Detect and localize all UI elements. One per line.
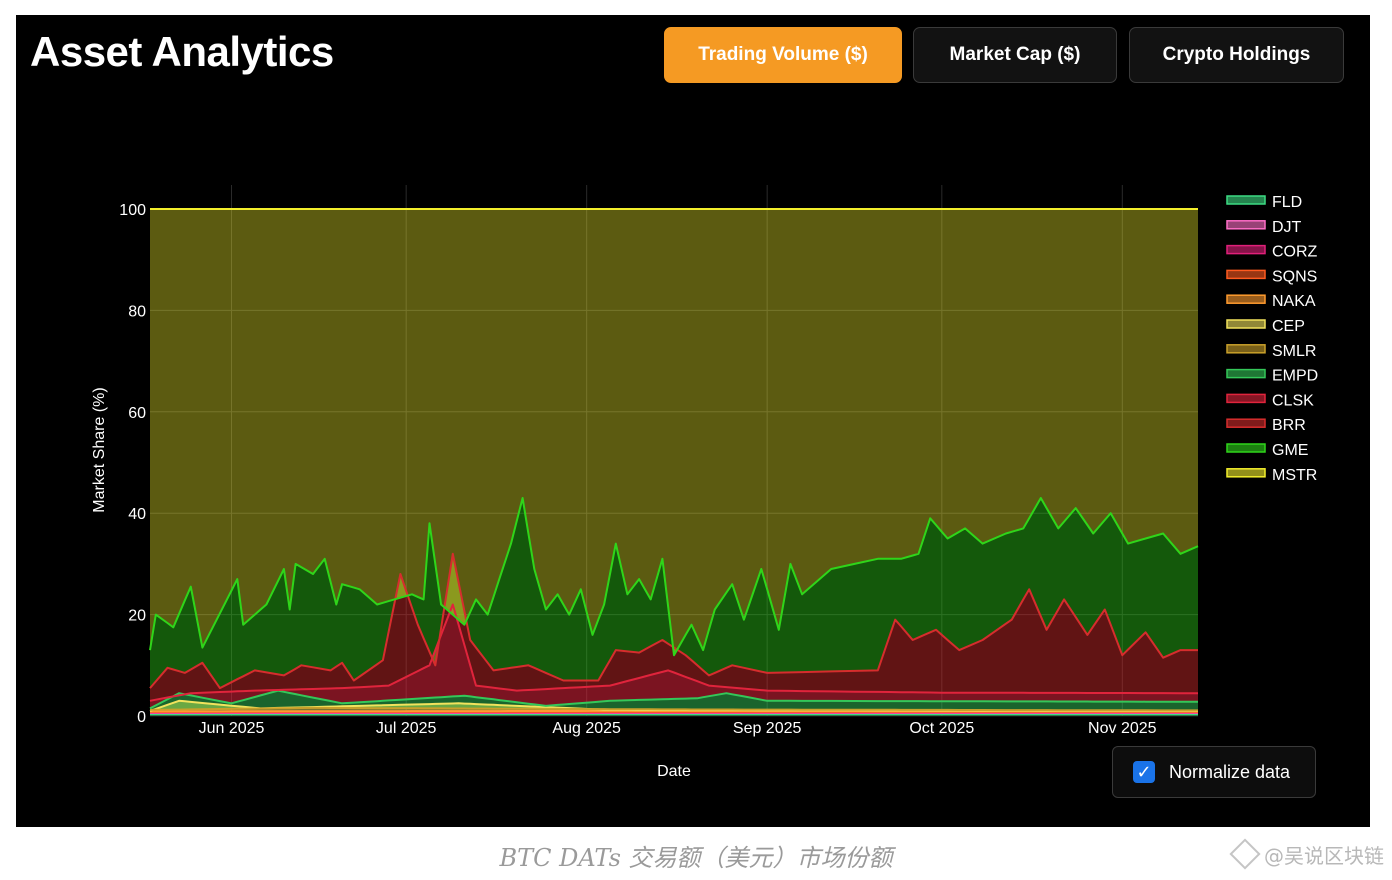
x-tick-label: Oct 2025 (909, 720, 974, 737)
legend-label-empd: EMPD (1272, 368, 1318, 385)
watermark-logo-icon (1229, 838, 1261, 870)
y-axis-label: Market Share (%) (91, 387, 108, 512)
x-tick-label: Jun 2025 (199, 720, 265, 737)
legend-swatch-brr (1226, 418, 1266, 428)
normalize-data-toggle[interactable]: ✓ Normalize data (1112, 746, 1316, 798)
legend-swatch-sqns (1226, 269, 1266, 280)
area-clsk (150, 604, 1198, 709)
legend-swatch-mstr (1226, 468, 1266, 478)
legend-swatch-naka (1226, 294, 1266, 304)
line-smlr (149, 706, 1198, 712)
legend-label-mstr: MSTR (1272, 467, 1317, 484)
legend-label-djt: DJT (1272, 219, 1302, 236)
grid (150, 185, 1198, 717)
legend-label-cep: CEP (1272, 318, 1305, 335)
watermark: @吴说区块链 (1229, 838, 1384, 870)
y-axis-ticks: 0 20 40 60 80 100 (119, 202, 146, 726)
tab-crypto-holdings[interactable]: Crypto Holdings (1129, 27, 1344, 83)
y-tick-label: 100 (119, 202, 146, 219)
area-mstr (150, 209, 1198, 656)
y-tick-label: 40 (128, 506, 146, 523)
legend-swatch-corz (1226, 244, 1266, 255)
stacked-areas (150, 209, 1198, 716)
figure-caption: BTC DATs 交易额（美元）市场份额 (499, 844, 893, 872)
y-tick-label: 60 (128, 405, 146, 422)
area-brr (150, 553, 1198, 701)
legend-label-smlr: SMLR (1272, 343, 1316, 360)
legend-swatch-djt (1226, 220, 1266, 230)
legend-swatch-cep (1226, 319, 1266, 329)
legend-label-fld: FLD (1272, 194, 1302, 211)
line-gme (149, 497, 1199, 657)
x-tick-label: Sep 2025 (733, 720, 802, 737)
legend-label-brr: BRR (1272, 417, 1306, 434)
x-tick-label: Jul 2025 (376, 720, 437, 737)
x-tick-label: Aug 2025 (552, 720, 621, 737)
legend: FLD DJT CORZ SQNS NAKA CEP SMLR EMPD CLSK BRR GME M… (1226, 194, 1318, 484)
x-tick-label: Nov 2025 (1088, 720, 1157, 737)
legend-label-sqns: SQNS (1272, 268, 1317, 285)
line-clsk (149, 603, 1198, 702)
legend-label-gme: GME (1272, 442, 1308, 459)
legend-swatch-fld (1226, 195, 1266, 205)
legend-label-naka: NAKA (1272, 293, 1316, 310)
legend-swatch-empd (1226, 368, 1266, 379)
tab-trading-volume[interactable]: Trading Volume ($) (664, 27, 902, 83)
line-empd (149, 689, 1198, 710)
page-title: Asset Analytics (30, 28, 334, 75)
y-tick-label: 80 (128, 303, 146, 320)
normalize-checkbox[interactable]: ✓ (1133, 761, 1155, 783)
y-tick-label: 20 (128, 608, 146, 625)
legend-swatch-clsk (1226, 393, 1266, 404)
x-axis-ticks: Jun 2025 Jul 2025 Aug 2025 Sep 2025 Oct 2025… (199, 720, 1157, 737)
area-gme (150, 498, 1198, 689)
legend-label-clsk: CLSK (1272, 392, 1314, 409)
line-brr (149, 552, 1198, 690)
tab-market-cap[interactable]: Market Cap ($) (913, 27, 1117, 83)
x-axis-label: Date (657, 763, 691, 780)
y-tick-label: 0 (137, 709, 146, 726)
legend-swatch-gme (1226, 443, 1266, 453)
legend-label-corz: CORZ (1272, 244, 1318, 261)
watermark-text: @吴说区块链 (1264, 844, 1384, 868)
normalize-label: Normalize data (1169, 761, 1291, 782)
legend-swatch-smlr (1226, 344, 1266, 354)
series-lines (149, 208, 1199, 715)
checkmark-icon: ✓ (1136, 761, 1152, 782)
